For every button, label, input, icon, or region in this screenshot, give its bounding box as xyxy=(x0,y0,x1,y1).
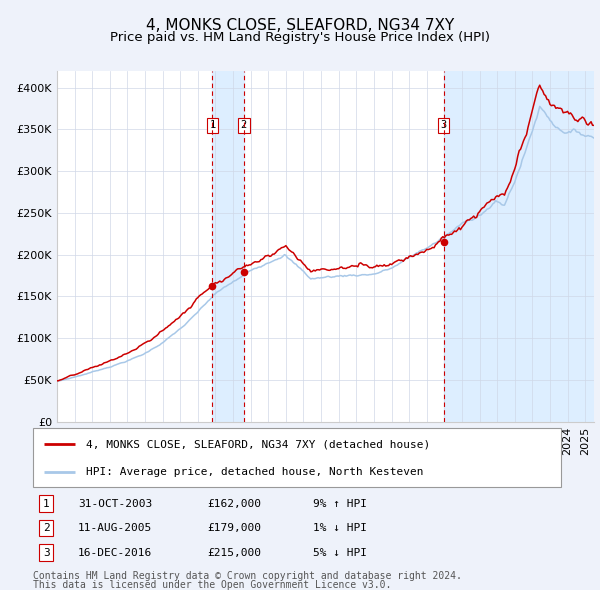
Text: HPI: Average price, detached house, North Kesteven: HPI: Average price, detached house, Nort… xyxy=(86,467,424,477)
Bar xyxy=(443,71,594,422)
Text: 1% ↓ HPI: 1% ↓ HPI xyxy=(313,523,367,533)
Text: 1: 1 xyxy=(43,499,50,509)
Bar xyxy=(212,71,244,422)
Text: 1: 1 xyxy=(209,120,215,130)
Text: Price paid vs. HM Land Registry's House Price Index (HPI): Price paid vs. HM Land Registry's House … xyxy=(110,31,490,44)
Text: 4, MONKS CLOSE, SLEAFORD, NG34 7XY: 4, MONKS CLOSE, SLEAFORD, NG34 7XY xyxy=(146,18,454,32)
Text: 3: 3 xyxy=(440,120,447,130)
Text: £162,000: £162,000 xyxy=(207,499,261,509)
Text: 16-DEC-2016: 16-DEC-2016 xyxy=(78,548,152,558)
Text: £215,000: £215,000 xyxy=(207,548,261,558)
FancyBboxPatch shape xyxy=(33,428,561,487)
Text: £179,000: £179,000 xyxy=(207,523,261,533)
Text: 2: 2 xyxy=(241,120,247,130)
Text: 4, MONKS CLOSE, SLEAFORD, NG34 7XY (detached house): 4, MONKS CLOSE, SLEAFORD, NG34 7XY (deta… xyxy=(86,440,430,449)
Text: 31-OCT-2003: 31-OCT-2003 xyxy=(78,499,152,509)
Text: 2: 2 xyxy=(43,523,50,533)
Text: 11-AUG-2005: 11-AUG-2005 xyxy=(78,523,152,533)
Text: 5% ↓ HPI: 5% ↓ HPI xyxy=(313,548,367,558)
Text: Contains HM Land Registry data © Crown copyright and database right 2024.: Contains HM Land Registry data © Crown c… xyxy=(33,571,462,581)
Text: 9% ↑ HPI: 9% ↑ HPI xyxy=(313,499,367,509)
Text: 3: 3 xyxy=(43,548,50,558)
Text: This data is licensed under the Open Government Licence v3.0.: This data is licensed under the Open Gov… xyxy=(33,581,391,590)
